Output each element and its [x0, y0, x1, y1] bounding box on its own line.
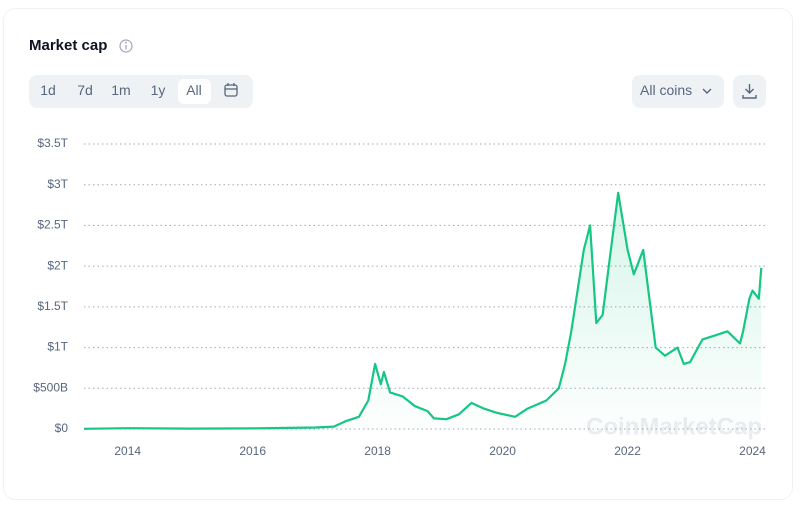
x-tick-label: 2014	[114, 444, 141, 458]
y-tick-label: $1.5T	[37, 299, 68, 313]
y-tick-label: $0	[55, 421, 69, 435]
x-tick-label: 2022	[614, 444, 641, 458]
y-tick-label: $3.5T	[37, 136, 68, 150]
y-tick-label: $500B	[33, 380, 68, 394]
title: Market cap	[29, 37, 107, 54]
coin-filter[interactable]: All coins	[640, 82, 692, 98]
range-button[interactable]: 1d	[40, 82, 56, 98]
dropdown-arrow	[702, 88, 712, 94]
x-tick-label: 2016	[239, 444, 266, 458]
coin-filter-bg[interactable]	[632, 75, 724, 108]
range-button[interactable]: 1m	[111, 82, 130, 98]
y-tick-label: $2T	[47, 258, 68, 272]
y-tick-label: $2.5T	[37, 218, 68, 232]
area	[84, 192, 762, 429]
x-tick-label: 2024	[739, 444, 766, 458]
calendar-button[interactable]	[224, 83, 238, 97]
range-button[interactable]: 1y	[151, 82, 166, 98]
range-button[interactable]: 7d	[77, 82, 93, 98]
range-group	[29, 75, 253, 108]
download-button[interactable]	[733, 75, 766, 108]
active-range-bg	[178, 79, 211, 104]
y-tick-label: $3T	[47, 177, 68, 191]
x-tick-label: 2018	[364, 444, 391, 458]
y-tick-label: $1T	[47, 340, 68, 354]
range-button[interactable]: All	[186, 82, 202, 98]
line	[83, 191, 763, 430]
x-tick-label: 2020	[489, 444, 516, 458]
info-icon[interactable]	[119, 39, 133, 53]
